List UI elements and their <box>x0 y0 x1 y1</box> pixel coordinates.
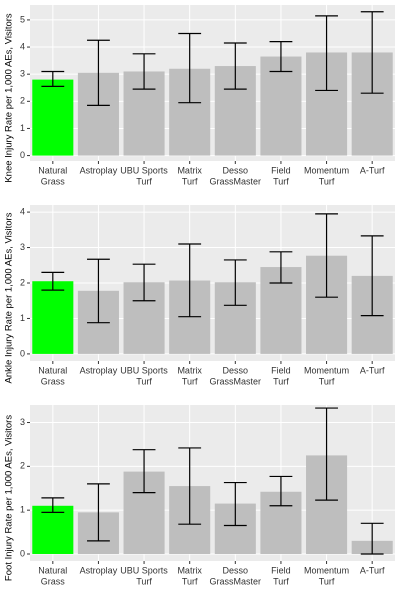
y-tick-label: 2 <box>20 461 25 471</box>
y-tick-label: 2 <box>20 96 25 106</box>
x-tick-label: Turf <box>273 576 289 586</box>
error-bar <box>223 259 247 306</box>
x-tick-label: Turf <box>182 176 198 186</box>
x-tick-label: GrassMaster <box>210 176 262 186</box>
x-tick-label: GrassMaster <box>210 576 262 586</box>
error-bar <box>87 39 110 106</box>
error-bar <box>41 70 65 87</box>
error-bar <box>132 53 156 90</box>
error-bar <box>178 243 202 318</box>
bar <box>32 505 74 554</box>
x-tick-label: Matrix <box>177 565 202 575</box>
y-tick-label: 2 <box>20 277 25 287</box>
x-tick-label: Grass <box>41 176 66 186</box>
y-tick-label: 5 <box>20 14 25 24</box>
x-tick-label: UBU Sports <box>120 165 168 175</box>
error-bar <box>178 447 202 525</box>
x-tick-label: Turf <box>136 576 152 586</box>
x-tick-label: Natural <box>38 365 67 375</box>
y-tick-label: 4 <box>20 41 25 51</box>
bar <box>32 281 74 354</box>
x-tick-label: Momentum <box>304 165 349 175</box>
x-tick-label: Turf <box>136 176 152 186</box>
error-bar <box>360 522 384 555</box>
x-tick-label: Matrix <box>177 365 202 375</box>
x-tick-label: Field <box>271 565 291 575</box>
bar <box>32 79 74 156</box>
y-axis-label: Ankle Injury Rate per 1,000 AEs, Visitor… <box>4 212 15 383</box>
x-tick-label: Turf <box>319 576 335 586</box>
x-tick-label: A-Turf <box>360 565 385 575</box>
x-tick-label: Grass <box>41 576 66 586</box>
y-tick-label: 1 <box>20 123 25 133</box>
x-tick-label: Field <box>271 365 291 375</box>
x-tick-label: Turf <box>136 376 152 386</box>
y-tick-label: 3 <box>20 417 25 427</box>
error-bar <box>87 483 110 542</box>
y-tick-label: 3 <box>20 242 25 252</box>
y-tick-label: 0 <box>20 150 25 160</box>
x-tick-label: A-Turf <box>360 165 385 175</box>
bar <box>260 56 302 156</box>
x-tick-label: Natural <box>38 165 67 175</box>
x-tick-label: UBU Sports <box>120 565 168 575</box>
x-tick-label: Momentum <box>304 365 349 375</box>
x-tick-label: Turf <box>319 176 335 186</box>
x-tick-label: Matrix <box>177 165 202 175</box>
y-tick-label: 0 <box>20 548 25 558</box>
y-tick-label: 0 <box>20 348 25 358</box>
error-bar <box>269 475 293 507</box>
x-tick-label: Turf <box>319 376 335 386</box>
error-bar <box>223 42 247 90</box>
x-tick-label: Momentum <box>304 565 349 575</box>
x-tick-label: Grass <box>41 376 66 386</box>
x-tick-label: Astroplay <box>80 165 118 175</box>
error-bar <box>132 449 156 494</box>
error-bar <box>360 11 384 94</box>
error-bar <box>269 251 293 284</box>
x-tick-label: Desso <box>223 165 249 175</box>
x-tick-label: Turf <box>182 576 198 586</box>
x-tick-label: Turf <box>182 376 198 386</box>
y-tick-label: 3 <box>20 69 25 79</box>
x-tick-label: GrassMaster <box>210 376 262 386</box>
error-bar <box>87 258 110 324</box>
y-tick-label: 1 <box>20 313 25 323</box>
error-bar <box>315 15 338 92</box>
error-bar <box>269 41 293 73</box>
error-bar <box>178 32 202 104</box>
error-bar <box>223 481 247 527</box>
x-tick-label: Field <box>271 165 291 175</box>
x-tick-label: Turf <box>273 176 289 186</box>
x-tick-label: Desso <box>223 365 249 375</box>
x-tick-label: Astroplay <box>80 565 118 575</box>
error-bar <box>360 235 384 317</box>
x-tick-label: Desso <box>223 565 249 575</box>
x-tick-label: Astroplay <box>80 365 118 375</box>
error-bar <box>132 263 156 302</box>
y-axis-label: Foot Injury Rate per 1,000 AEs, Visitors <box>4 415 15 581</box>
error-bar <box>41 497 65 513</box>
error-bar <box>315 213 338 298</box>
x-tick-label: A-Turf <box>360 365 385 375</box>
y-tick-label: 1 <box>20 505 25 515</box>
x-tick-label: Natural <box>38 565 67 575</box>
x-tick-label: UBU Sports <box>120 365 168 375</box>
y-tick-label: 4 <box>20 206 25 216</box>
x-tick-label: Turf <box>273 376 289 386</box>
error-bar <box>315 407 338 501</box>
error-bar <box>41 271 65 291</box>
y-axis-label: Knee Injury Rate per 1,000 AEs, Visitors <box>4 13 15 183</box>
